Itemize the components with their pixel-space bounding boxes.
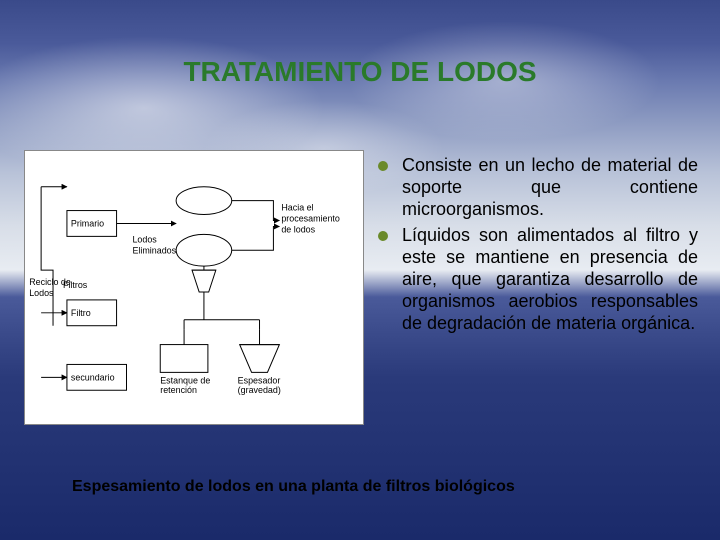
svg-text:Hacia el: Hacia el [281, 203, 313, 213]
svg-text:Estanque de: Estanque de [160, 375, 210, 385]
svg-text:Lodos: Lodos [29, 288, 54, 298]
svg-text:Filtro: Filtro [71, 308, 91, 318]
svg-text:Primario: Primario [71, 218, 104, 228]
svg-text:Eliminados: Eliminados [132, 245, 176, 255]
svg-text:secundario: secundario [71, 372, 115, 382]
svg-text:retención: retención [160, 385, 197, 395]
bullet-item: Consiste en un lecho de material de sopo… [378, 155, 698, 221]
slide-title: TRATAMIENTO DE LODOS [0, 56, 720, 88]
flowchart-svg: PrimarioFiltrosecundario FiltrosEstanque… [25, 151, 363, 424]
diagram-caption: Espesamiento de lodos en una planta de f… [72, 478, 515, 496]
bullet-item: Líquidos son alimentados al filtro y est… [378, 225, 698, 335]
svg-text:Lodos: Lodos [132, 234, 157, 244]
svg-text:Reciclo de: Reciclo de [29, 277, 71, 287]
svg-text:(gravedad): (gravedad) [238, 385, 281, 395]
svg-text:procesamiento: procesamiento [281, 213, 340, 223]
bullet-list: Consiste en un lecho de material de sopo… [378, 155, 698, 339]
process-diagram: PrimarioFiltrosecundario FiltrosEstanque… [24, 150, 364, 425]
svg-text:Espesador: Espesador [238, 375, 281, 385]
svg-text:de lodos: de lodos [281, 224, 315, 234]
